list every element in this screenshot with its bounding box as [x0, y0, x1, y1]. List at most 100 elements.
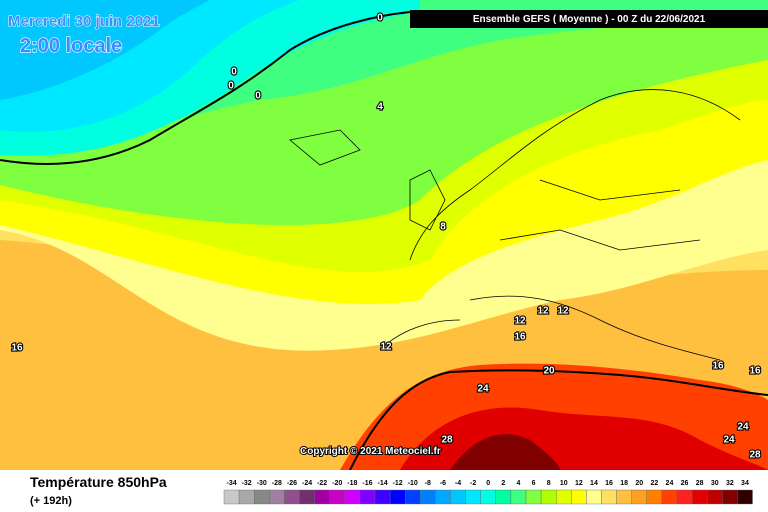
scale-swatch — [737, 489, 753, 505]
scale-swatch — [480, 489, 497, 505]
contour-label: 16 — [749, 366, 761, 377]
scale-swatch — [495, 489, 512, 505]
contour-label: 0 — [255, 91, 261, 102]
contour-label: 24 — [737, 422, 749, 433]
contour-label: 12 — [514, 316, 526, 327]
contour-label: 8 — [440, 222, 446, 233]
scale-swatch — [269, 489, 285, 505]
scale-swatch — [314, 489, 330, 505]
scale-label: 6 — [532, 480, 536, 487]
scale-swatch — [223, 489, 240, 505]
contour-label: 16 — [712, 361, 724, 372]
contour-label: 24 — [477, 384, 489, 395]
scale-swatch — [253, 489, 270, 505]
scale-swatch — [420, 489, 436, 505]
scale-swatch — [722, 489, 738, 505]
scale-swatch — [435, 489, 451, 505]
scale-label: -12 — [393, 480, 403, 487]
scale-label: 28 — [696, 480, 704, 487]
scale-label: -30 — [257, 480, 267, 487]
scale-swatch — [374, 489, 391, 505]
scale-swatch — [631, 489, 648, 505]
scale-swatch — [691, 489, 708, 505]
contour-label: 28 — [749, 450, 761, 461]
model-run: Ensemble GEFS ( Moyenne ) - 00 Z du 22/0… — [473, 14, 706, 25]
contour-label: 12 — [557, 306, 569, 317]
scale-swatch — [525, 489, 542, 505]
scale-swatch — [556, 489, 572, 505]
scale-label: -20 — [332, 480, 342, 487]
scale-swatch — [646, 489, 663, 505]
scale-label: 8 — [547, 480, 551, 487]
borders — [289, 89, 741, 361]
contour-label: 12 — [380, 342, 392, 353]
scale-label: 24 — [666, 480, 674, 487]
scale-swatch — [329, 489, 346, 505]
scale-label: 34 — [741, 480, 749, 487]
contour-label: 20 — [543, 366, 555, 377]
scale-label: 32 — [726, 480, 734, 487]
scale-label: 22 — [650, 480, 658, 487]
scale-label: 12 — [575, 480, 583, 487]
contour-label: 4 — [377, 102, 383, 113]
scale-swatch — [571, 489, 587, 505]
scale-label: -4 — [455, 480, 461, 487]
scale-swatch — [601, 489, 617, 505]
scale-label: -8 — [425, 480, 431, 487]
scale-label: -16 — [362, 480, 372, 487]
scale-label: -34 — [226, 480, 236, 487]
scale-label: 4 — [516, 480, 520, 487]
scale-label: 30 — [711, 480, 719, 487]
scale-swatch — [510, 489, 527, 505]
scale-label: 20 — [635, 480, 643, 487]
scale-label: -24 — [302, 480, 312, 487]
scale-label: -2 — [470, 480, 476, 487]
contour-label: 0 — [228, 81, 234, 92]
scale-swatch — [540, 489, 557, 505]
contour-label: 24 — [723, 435, 735, 446]
contour-label: 28 — [441, 435, 453, 446]
scale-label: 10 — [560, 480, 568, 487]
contour-label: 0 — [231, 67, 237, 78]
scale-label: 2 — [501, 480, 505, 487]
lead-time: (+ 192h) — [30, 495, 72, 507]
local-time: 2:00 locale — [20, 35, 122, 57]
scale-label: -14 — [377, 480, 387, 487]
scale-label: -22 — [317, 480, 327, 487]
scale-label: 26 — [681, 480, 689, 487]
scale-swatch — [676, 489, 693, 505]
copyright: Copyright © 2021 Meteociel.fr — [300, 446, 441, 457]
valid-date: Mercredi 30 juin 2021 — [8, 13, 160, 30]
scale-swatch — [586, 489, 602, 505]
scale-label: 18 — [620, 480, 628, 487]
band — [0, 300, 119, 470]
contour-label: 16 — [11, 343, 23, 354]
coastline — [0, 11, 411, 165]
coastline — [349, 369, 768, 471]
scale-label: -18 — [347, 480, 357, 487]
scale-swatch — [299, 489, 315, 505]
contour-label: 0 — [377, 13, 383, 24]
contour-label: 16 — [514, 332, 526, 343]
scale-swatch — [344, 489, 361, 505]
scale-label: 16 — [605, 480, 613, 487]
parameter: Température 850hPa — [30, 474, 167, 490]
header-box — [410, 10, 768, 28]
scale-swatch — [405, 489, 421, 505]
scale-swatch — [707, 489, 723, 505]
scale-label: -32 — [242, 480, 252, 487]
scale-swatch — [359, 489, 376, 505]
scale-swatch — [389, 489, 406, 505]
scale-swatch — [661, 489, 678, 505]
scale-label: 0 — [486, 480, 490, 487]
scale-label: -10 — [408, 480, 418, 487]
scale-swatch — [450, 489, 466, 505]
scale-label: -28 — [272, 480, 282, 487]
scale-swatch — [284, 489, 300, 505]
band — [450, 434, 560, 470]
scale-swatch — [238, 489, 255, 505]
scale-label: -6 — [440, 480, 446, 487]
scale-swatch — [616, 489, 632, 505]
